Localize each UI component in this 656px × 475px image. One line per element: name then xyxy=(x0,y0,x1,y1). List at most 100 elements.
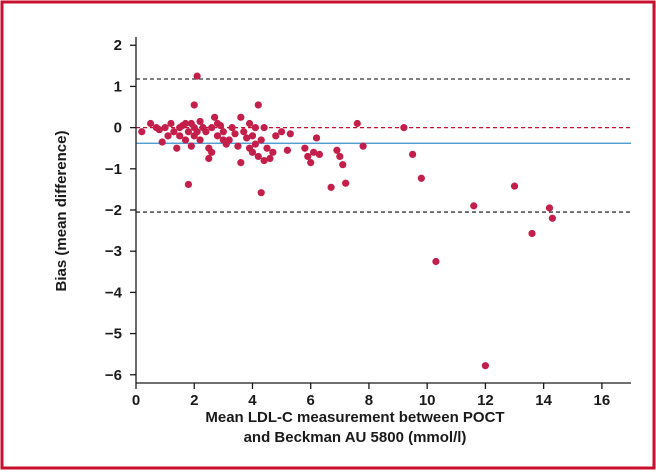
data-point xyxy=(173,144,181,152)
data-point xyxy=(342,179,350,187)
y-axis-title: Bias (mean difference) xyxy=(53,131,70,292)
data-point xyxy=(283,146,292,154)
data-point xyxy=(260,156,268,165)
data-point xyxy=(208,124,216,132)
data-point xyxy=(269,148,277,156)
data-point xyxy=(237,159,245,167)
data-point xyxy=(409,150,417,158)
data-point xyxy=(417,174,425,182)
data-point xyxy=(301,144,309,152)
data-point xyxy=(225,136,233,144)
y-tick-label: −2 xyxy=(105,202,122,219)
y-tick-label: −3 xyxy=(105,243,122,260)
data-point xyxy=(164,132,172,140)
data-point xyxy=(257,136,265,144)
data-point xyxy=(184,180,193,189)
y-tick-label: 1 xyxy=(114,78,122,95)
data-point xyxy=(184,128,193,136)
data-point xyxy=(304,152,312,161)
data-point xyxy=(196,117,204,126)
data-point xyxy=(161,124,169,132)
data-point xyxy=(181,119,190,128)
data-point xyxy=(158,138,166,146)
data-point xyxy=(310,148,318,156)
data-point xyxy=(528,229,536,238)
data-point xyxy=(339,161,347,169)
x-tick-label: 12 xyxy=(477,392,494,409)
x-axis-title: Mean LDL-C measurement between POCT xyxy=(205,409,504,426)
data-point xyxy=(277,128,286,136)
data-point xyxy=(510,182,519,190)
data-point xyxy=(272,132,280,140)
x-tick-label: 2 xyxy=(190,392,198,409)
x-tick-label: 16 xyxy=(594,392,611,409)
y-tick-label: −1 xyxy=(105,161,122,178)
data-point xyxy=(190,101,198,109)
data-point xyxy=(263,144,271,152)
y-tick-label: 2 xyxy=(114,37,122,54)
data-point xyxy=(219,128,227,136)
data-point xyxy=(336,152,344,161)
data-point xyxy=(170,128,178,136)
data-point xyxy=(470,202,478,210)
data-point xyxy=(245,119,254,128)
data-point xyxy=(353,119,361,128)
data-point xyxy=(211,113,219,121)
data-point xyxy=(193,72,201,80)
y-tick-label: −5 xyxy=(105,326,122,343)
x-tick-label: 14 xyxy=(535,392,552,409)
data-point xyxy=(254,152,262,161)
data-point xyxy=(400,124,408,132)
data-point xyxy=(231,130,239,138)
data-point xyxy=(545,204,554,212)
data-point xyxy=(155,126,163,134)
data-point xyxy=(176,132,184,140)
data-point xyxy=(237,113,245,121)
data-point xyxy=(228,124,236,132)
data-point xyxy=(248,148,257,156)
data-point xyxy=(333,146,341,154)
data-point xyxy=(205,154,213,163)
data-point xyxy=(307,159,315,167)
data-point xyxy=(432,257,440,266)
data-point xyxy=(481,362,490,370)
data-point xyxy=(138,128,146,136)
data-point xyxy=(251,140,259,148)
data-point xyxy=(315,150,324,158)
data-point xyxy=(248,132,257,140)
x-axis-title: and Beckman AU 5800 (mmol/l) xyxy=(244,429,467,446)
data-point xyxy=(193,128,201,136)
data-point xyxy=(254,101,262,109)
data-point xyxy=(196,136,204,144)
x-tick-label: 4 xyxy=(248,392,257,409)
y-tick-label: 0 xyxy=(114,120,122,137)
data-point xyxy=(286,130,294,138)
data-point xyxy=(312,134,321,142)
data-point xyxy=(202,128,210,136)
x-tick-label: 6 xyxy=(307,392,315,409)
data-point xyxy=(548,214,556,222)
data-point xyxy=(216,121,225,130)
data-point xyxy=(208,148,216,156)
x-tick-label: 8 xyxy=(365,392,373,409)
data-point xyxy=(266,154,274,163)
data-point xyxy=(260,124,268,132)
x-tick-label: 0 xyxy=(132,392,140,409)
data-point xyxy=(251,124,259,132)
y-tick-label: −4 xyxy=(105,284,123,301)
data-point xyxy=(257,189,265,197)
data-point xyxy=(146,119,155,128)
data-point xyxy=(327,183,335,191)
data-point xyxy=(359,142,367,150)
x-tick-label: 10 xyxy=(419,392,436,409)
data-point xyxy=(167,119,175,128)
data-point xyxy=(181,136,190,144)
data-point xyxy=(213,132,222,140)
data-point xyxy=(234,142,242,150)
data-point xyxy=(187,142,195,150)
data-point xyxy=(240,128,248,136)
y-tick-label: −6 xyxy=(105,367,122,384)
